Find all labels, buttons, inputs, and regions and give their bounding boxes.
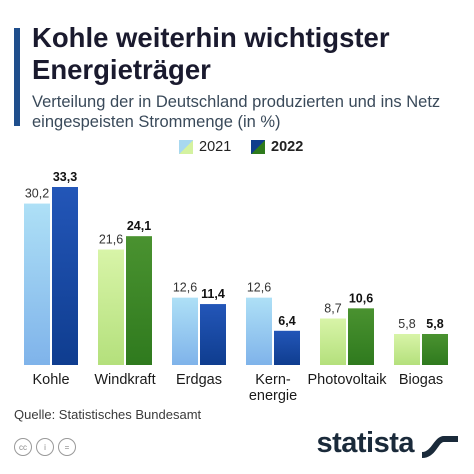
- category-label-2: Erdgas: [176, 372, 222, 388]
- source-note: Quelle: Statistisches Bundesamt: [14, 407, 202, 422]
- legend: 2021 2022: [0, 139, 474, 159]
- bar-3-2021: [246, 297, 272, 365]
- chart-title: Kohle weiterhin wichtigster Energieträge…: [32, 22, 390, 85]
- bar-label-3-2022: 6,4: [278, 314, 295, 328]
- bar-4-2021: [320, 318, 346, 365]
- bar-4-2022: [348, 308, 374, 365]
- bar-label-1-2022: 24,1: [127, 219, 151, 233]
- bar-label-2-2021: 12,6: [173, 281, 197, 295]
- bar-label-1-2021: 21,6: [99, 233, 123, 247]
- legend-swatch-2022: [251, 140, 265, 154]
- bar-2-2022: [200, 304, 226, 365]
- bar-label-5-2022: 5,8: [426, 317, 443, 331]
- bar-label-0-2021: 30,2: [25, 187, 49, 201]
- bar-5-2022: [422, 333, 448, 365]
- statista-logo[interactable]: statista: [316, 427, 460, 460]
- chart-subtitle: Verteilung der in Deutschland produziert…: [32, 93, 441, 131]
- no-derivatives-icon[interactable]: =: [58, 438, 76, 456]
- bar-label-5-2021: 5,8: [398, 317, 415, 331]
- bar-0-2021: [24, 203, 50, 365]
- bar-2-2021: [172, 297, 198, 365]
- legend-item-2022: 2022: [251, 139, 303, 155]
- bar-label-0-2022: 33,3: [53, 170, 77, 184]
- category-label-5: Biogas: [399, 372, 443, 388]
- bar-label-3-2021: 12,6: [247, 281, 271, 295]
- category-label-3-0: Kern-: [255, 372, 291, 388]
- category-label-4: Photovoltaik: [308, 372, 388, 388]
- category-label-3-1: energie: [249, 388, 297, 404]
- legend-swatch-2021: [179, 140, 193, 154]
- brand-name: statista: [316, 427, 414, 459]
- bar-label-2-2022: 11,4: [201, 287, 225, 301]
- bar-0-2022: [52, 187, 78, 365]
- legend-label-2022: 2022: [271, 139, 304, 155]
- bar-3-2022: [274, 330, 300, 365]
- bar-1-2022: [126, 236, 152, 365]
- category-label-0: Kohle: [32, 372, 69, 388]
- category-label-1: Windkraft: [94, 372, 155, 388]
- statista-mark-icon: [422, 435, 458, 458]
- license-icons: cc i =: [14, 438, 76, 456]
- legend-item-2021: 2021: [179, 139, 231, 155]
- legend-label-2021: 2021: [199, 139, 232, 155]
- attribution-icon[interactable]: i: [36, 438, 54, 456]
- cc-license-icon[interactable]: cc: [14, 438, 32, 456]
- bar-label-4-2021: 8,7: [324, 301, 341, 315]
- bar-1-2021: [98, 249, 124, 365]
- title-accent-bar: [14, 28, 20, 126]
- bar-label-4-2022: 10,6: [349, 291, 373, 305]
- bar-5-2021: [394, 333, 420, 365]
